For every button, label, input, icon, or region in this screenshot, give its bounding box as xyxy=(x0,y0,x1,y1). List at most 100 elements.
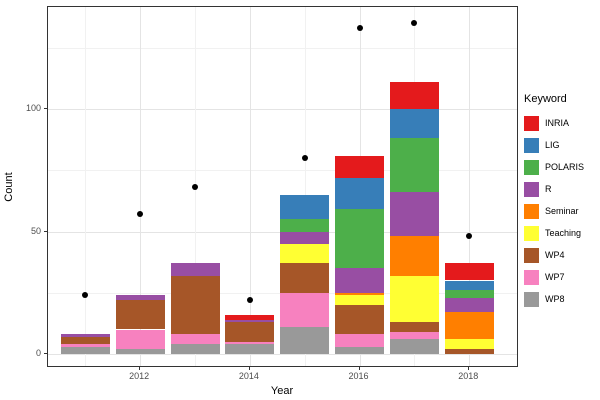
bar-segment-r-2018 xyxy=(444,297,494,313)
legend-item-wp7: WP7 xyxy=(524,266,598,288)
bar-segment-r-2017 xyxy=(389,192,439,237)
bar-segment-wp8-2017 xyxy=(389,339,439,354)
bar-segment-teaching-2016 xyxy=(335,295,385,305)
bar-segment-wp8-2013 xyxy=(170,344,220,354)
legend-item-lig: LIG xyxy=(524,134,598,156)
bar-segment-teaching-2015 xyxy=(280,243,330,264)
legend-item-label: Teaching xyxy=(545,228,582,238)
legend-item-label: WP8 xyxy=(545,294,565,304)
data-point-2018 xyxy=(466,233,473,240)
bar-segment-lig-2018 xyxy=(444,280,494,291)
bar-segment-seminar-2017 xyxy=(389,236,439,276)
data-point-2017 xyxy=(411,20,418,27)
bar-segment-inria-2018 xyxy=(444,263,494,281)
bar-segment-wp7-2015 xyxy=(280,292,330,328)
bar-segment-teaching-2018 xyxy=(444,339,494,350)
bar-segment-wp7-2012 xyxy=(115,329,165,350)
bar-segment-wp4-2014 xyxy=(225,322,275,342)
bar-segment-polaris-2018 xyxy=(444,290,494,298)
bar-segment-r-2016 xyxy=(335,268,385,293)
legend-item-label: LIG xyxy=(545,140,560,150)
gridline-minor-v xyxy=(304,7,306,366)
legend-item-label: Seminar xyxy=(545,206,579,216)
legend-item-label: WP7 xyxy=(545,272,565,282)
bar-segment-lig-2016 xyxy=(335,177,385,210)
bar-segment-wp4-2015 xyxy=(280,263,330,293)
x-tick-label: 2012 xyxy=(129,371,150,381)
gridline-major-v xyxy=(249,7,251,366)
legend-item-label: POLARIS xyxy=(545,162,585,172)
gridline-major-h xyxy=(48,109,517,110)
legend-item-teaching: Teaching xyxy=(524,222,598,244)
gridline-minor-h xyxy=(48,47,517,49)
y-axis-tick xyxy=(44,353,47,354)
bar-segment-wp4-2011 xyxy=(60,336,110,345)
bar-segment-polaris-2017 xyxy=(389,138,439,193)
legend: Keyword INRIA LIG POLARIS R Seminar Teaching W… xyxy=(524,93,598,310)
legend-title: Keyword xyxy=(524,93,567,105)
bar-segment-r-2015 xyxy=(280,231,330,244)
bar-segment-r-2014 xyxy=(225,319,275,323)
legend-item-label: INRIA xyxy=(545,118,570,128)
y-tick-label: 100 xyxy=(25,103,41,113)
y-axis-tick xyxy=(44,108,47,109)
bar-segment-lig-2017 xyxy=(389,109,439,139)
gridline-major-h xyxy=(48,354,517,355)
data-point-2012 xyxy=(137,211,144,218)
bar-segment-seminar-2018 xyxy=(444,312,494,340)
bar-segment-wp7-2013 xyxy=(170,334,220,345)
x-axis-tick xyxy=(468,367,470,370)
y-axis-title: Count xyxy=(3,172,15,202)
x-tick-label: 2018 xyxy=(458,371,479,381)
legend-key-swatch-icon xyxy=(524,291,539,307)
legend-key-swatch-icon xyxy=(524,115,539,131)
bar-segment-wp7-2014 xyxy=(225,341,275,345)
x-axis-tick xyxy=(248,367,250,370)
legend-key-swatch-icon xyxy=(524,137,539,153)
data-point-2014 xyxy=(246,297,253,304)
legend-item-seminar: Seminar xyxy=(524,200,598,222)
legend-item-polaris: POLARIS xyxy=(524,156,598,178)
bar-segment-teaching-2017 xyxy=(389,275,439,323)
legend-key-swatch-icon xyxy=(524,269,539,285)
legend-item-wp8: WP8 xyxy=(524,288,598,310)
bar-segment-wp4-2017 xyxy=(389,322,439,332)
bar-segment-wp8-2016 xyxy=(335,346,385,354)
bar-segment-wp8-2011 xyxy=(60,346,110,354)
gridline-major-v xyxy=(140,7,142,366)
y-axis-tick xyxy=(44,230,47,232)
bar-segment-wp8-2012 xyxy=(115,349,165,354)
x-axis-tick xyxy=(139,367,141,370)
legend-key-swatch-icon xyxy=(524,247,539,263)
legend-item-label: R xyxy=(545,184,552,194)
legend-key-swatch-icon xyxy=(524,203,539,219)
bar-segment-wp4-2012 xyxy=(115,300,165,330)
plot-panel xyxy=(47,6,518,367)
y-tick-label: 50 xyxy=(30,225,41,236)
x-axis-title: Year xyxy=(270,385,294,397)
bar-segment-wp8-2015 xyxy=(280,327,330,354)
legend-key-swatch-icon xyxy=(524,159,539,175)
legend-item-wp4: WP4 xyxy=(524,244,598,266)
gridline-major-v xyxy=(469,7,471,366)
bar-segment-r-2012 xyxy=(115,295,165,301)
bar-segment-lig-2015 xyxy=(280,194,330,220)
bar-segment-inria-2017 xyxy=(389,82,439,109)
legend-item-label: WP4 xyxy=(545,250,565,260)
bar-segment-r-2013 xyxy=(170,263,220,276)
gridline-minor-v xyxy=(85,7,87,366)
y-tick-label: 0 xyxy=(35,348,41,358)
bar-segment-inria-2016 xyxy=(335,155,385,178)
legend-items: INRIA LIG POLARIS R Seminar Teaching WP4 WP7 WP8 xyxy=(524,112,598,310)
legend-key-swatch-icon xyxy=(524,181,539,197)
bar-segment-wp7-2017 xyxy=(389,331,439,340)
bar-segment-polaris-2015 xyxy=(280,219,330,232)
bar-segment-wp4-2018 xyxy=(444,349,494,354)
bar-segment-wp4-2016 xyxy=(335,305,385,335)
x-tick-label: 2016 xyxy=(348,371,369,381)
legend-item-r: R xyxy=(524,178,598,200)
bar-segment-wp4-2013 xyxy=(170,275,220,335)
x-axis-tick xyxy=(358,367,360,370)
data-point-2016 xyxy=(356,25,363,32)
